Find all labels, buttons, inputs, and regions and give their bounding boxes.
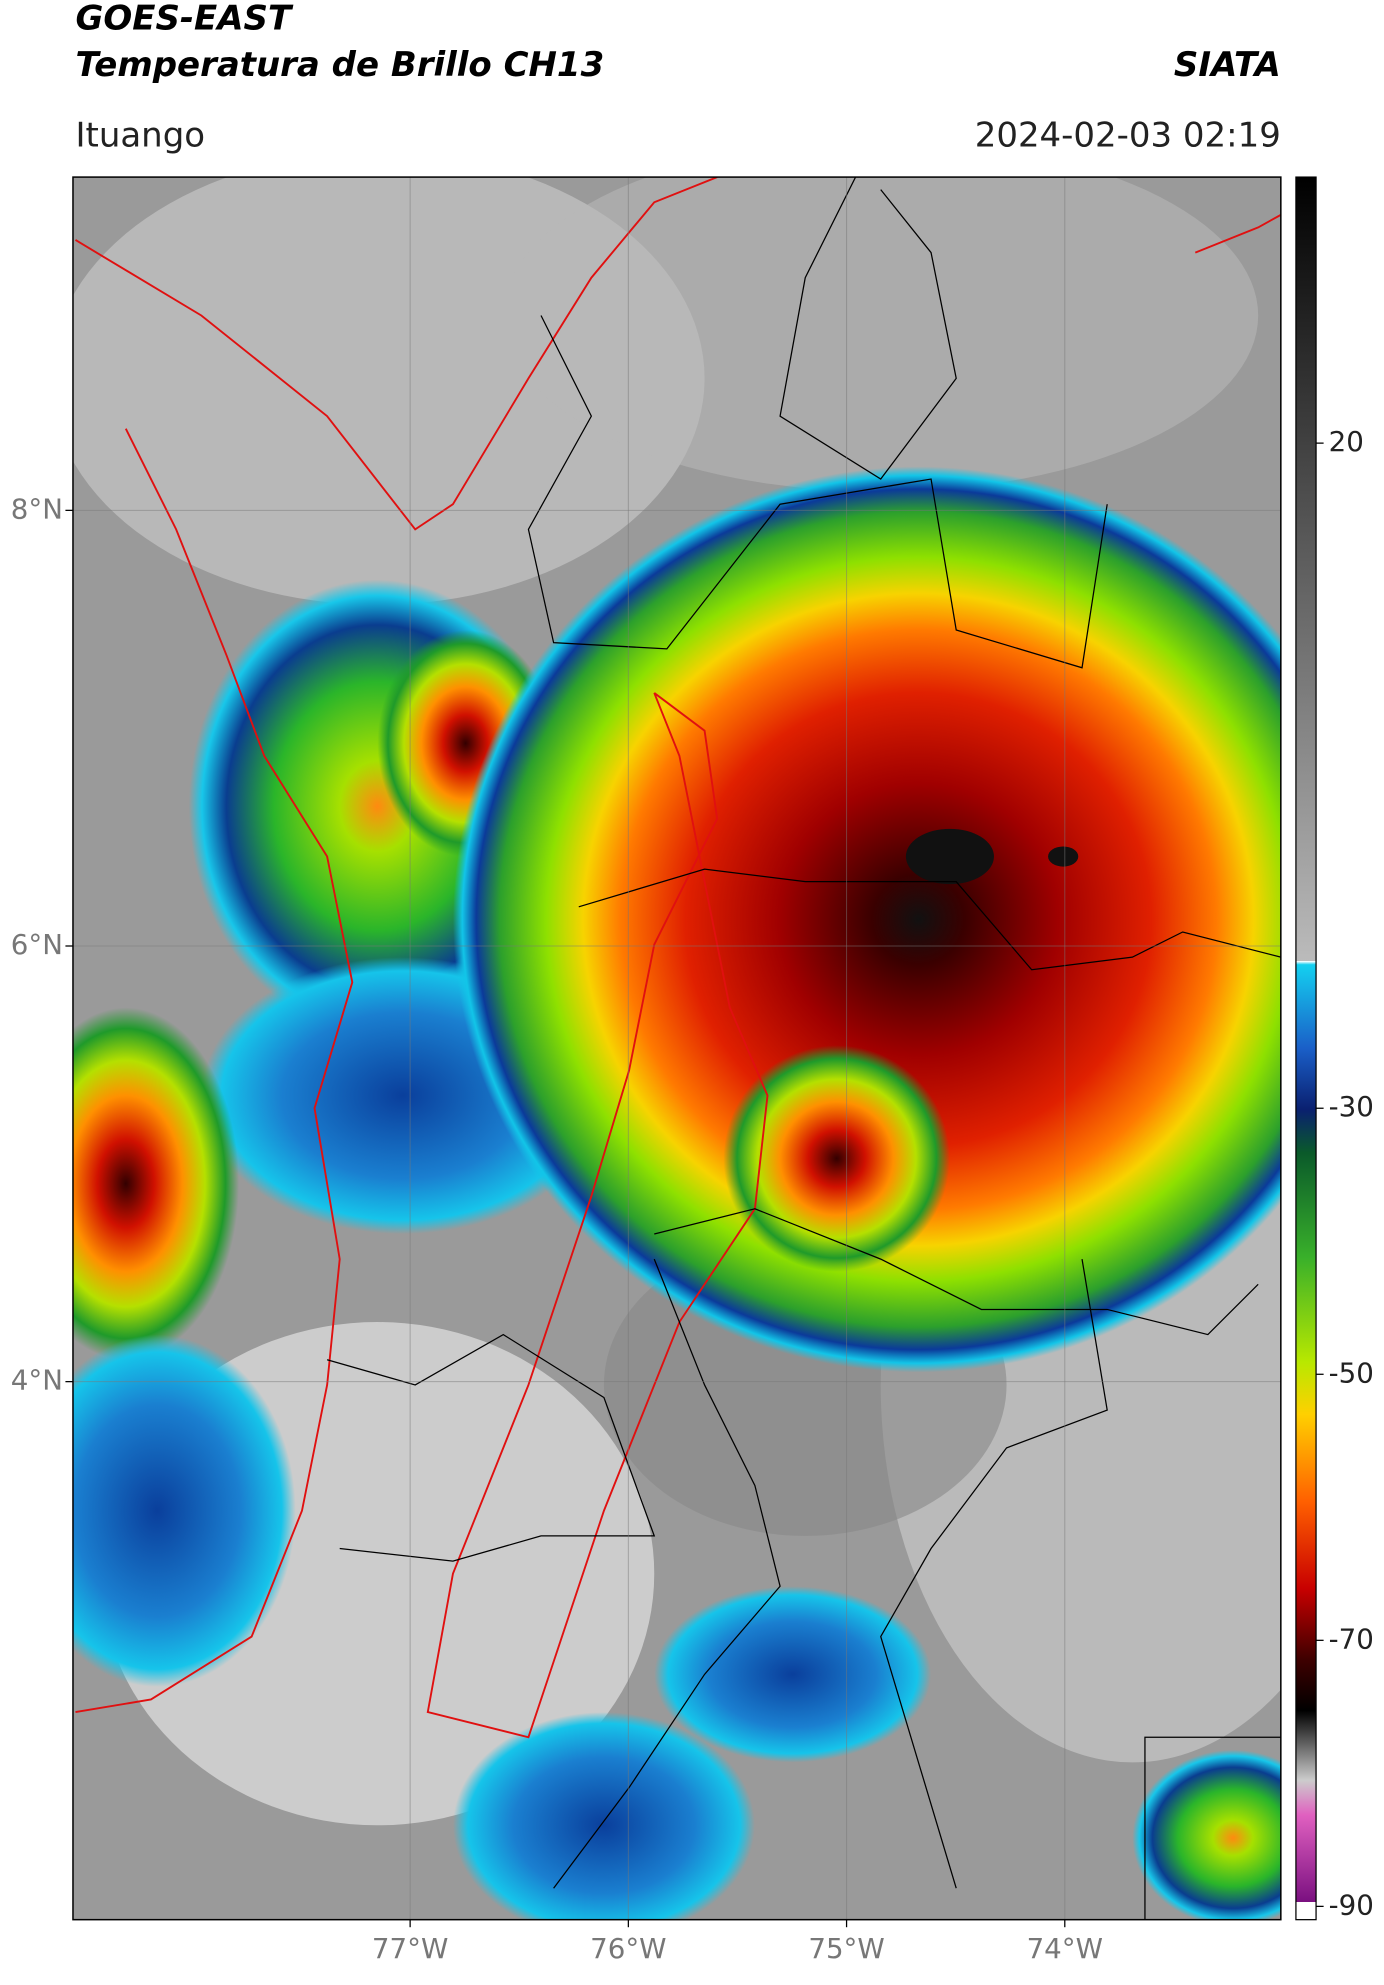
- colorbar: [1295, 176, 1317, 1921]
- y-tick-label: 8°N: [11, 492, 63, 525]
- colorbar-tick-label: -70: [1329, 1622, 1374, 1655]
- x-tick-label: 75°W: [808, 1932, 884, 1965]
- title: GOES-EAST: [75, 0, 293, 38]
- map-frame: [72, 176, 1282, 1921]
- x-tick-label: 77°W: [372, 1932, 448, 1965]
- y-tick-label: 6°N: [11, 928, 63, 961]
- x-tick-label: 76°W: [590, 1932, 666, 1965]
- location: Ituango: [75, 115, 205, 155]
- satellite-image: [72, 177, 1281, 1920]
- graticule: [72, 177, 1281, 1920]
- colorbar-tick-label: -30: [1329, 1090, 1374, 1123]
- y-tick-label: 4°N: [11, 1364, 63, 1397]
- colorbar-tick-label: 20: [1329, 425, 1364, 458]
- colorbar-tick-label: -90: [1329, 1888, 1374, 1921]
- source: SIATA: [1174, 45, 1281, 85]
- colorbar-tick-label: -50: [1329, 1356, 1374, 1389]
- x-tick-label: 74°W: [1027, 1932, 1103, 1965]
- datetime: 2024-02-03 02:19: [975, 115, 1281, 155]
- subtitle: Temperatura de Brillo CH13: [75, 45, 604, 85]
